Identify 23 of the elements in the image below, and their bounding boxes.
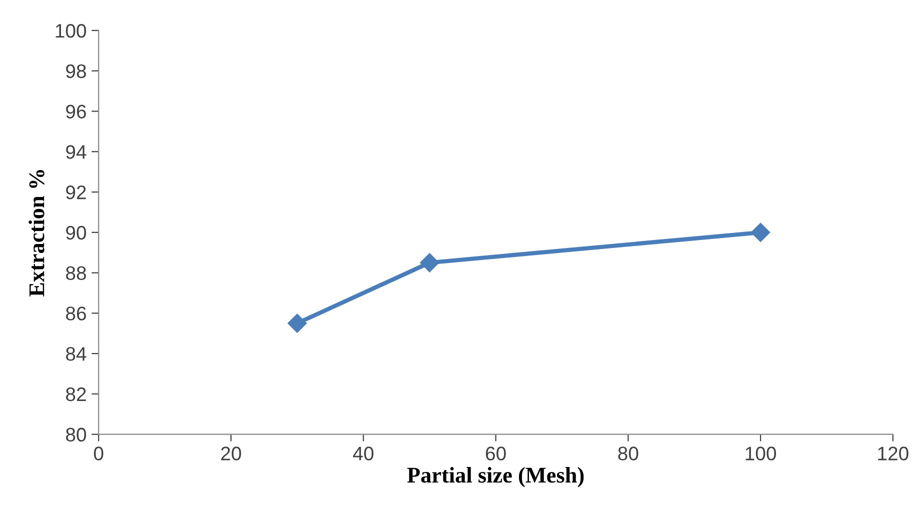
y-tick-label: 92 [66,185,86,200]
x-tick-label: 100 [746,446,776,460]
x-axis-title: Partial size (Mesh) [407,467,584,488]
y-tick-label: 96 [66,104,86,118]
y-tick-label: 98 [66,64,86,78]
x-tick-label: 20 [221,446,242,460]
x-tick-label: 40 [353,446,374,460]
x-tick-label: 120 [878,446,908,460]
y-tick-label: 90 [66,226,86,240]
y-axis-title: Extraction % [28,170,44,297]
point [420,253,440,272]
x-tick-label: 0 [94,446,104,460]
x-tick-label: 60 [486,446,506,460]
y-tick-label: 82 [66,387,86,402]
y-tick-label: 84 [66,347,86,361]
y-tick-label: 80 [66,428,86,442]
y-tick-label: 88 [66,266,86,280]
y-tick-label: 100 [56,24,86,38]
point [288,314,307,333]
y-tick-label: 94 [66,145,86,159]
x-tick-label: 80 [618,446,638,460]
point [750,222,770,242]
y-tick-label: 86 [66,306,86,320]
